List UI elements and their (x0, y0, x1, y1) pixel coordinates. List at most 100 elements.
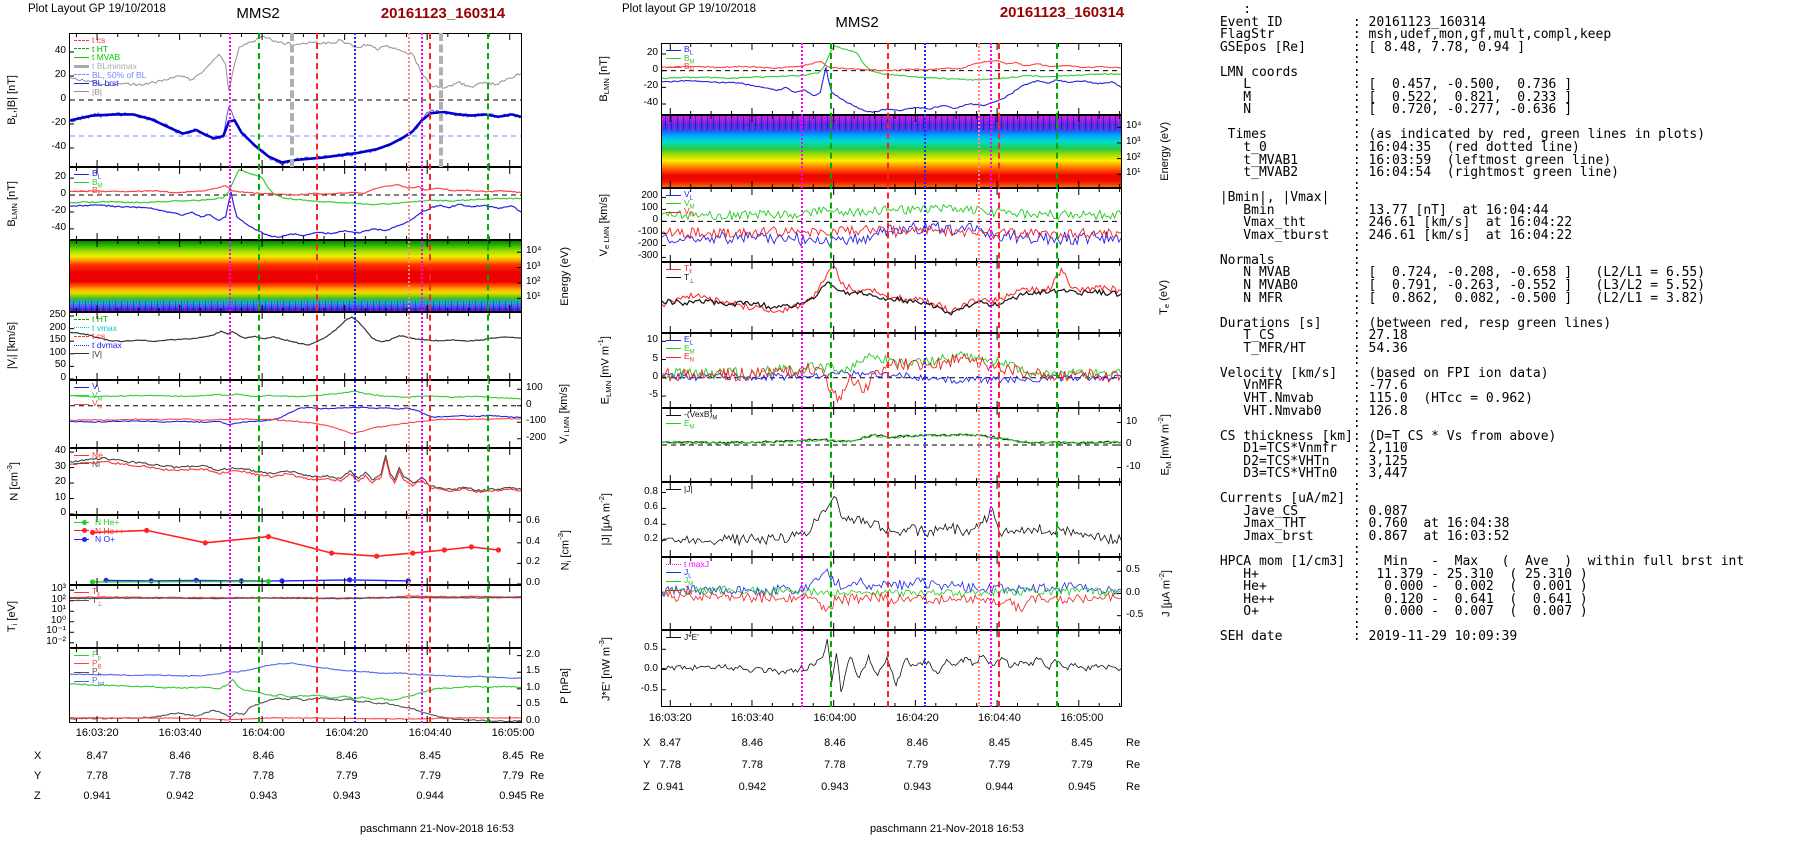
panel-canvas-j-lmn (662, 558, 1121, 629)
middle-credit: paschmann 21-Nov-2018 16:53 (869, 823, 1025, 835)
legend-label: EM (684, 417, 695, 431)
series-line (70, 110, 521, 164)
ephemeris-value: 7.78 (824, 759, 846, 771)
ephemeris-value: 8.46 (336, 750, 358, 762)
axis-tick-label: -5 (649, 389, 658, 401)
right-axis-title: P [nPa] (556, 648, 573, 723)
axis-tick-label: 0 (652, 370, 658, 382)
time-tick-label: 16:03:40 (730, 712, 774, 724)
legend-item: EL (666, 334, 695, 347)
legend-label: t vmax (92, 322, 118, 333)
legend-item: VN (666, 206, 695, 219)
panel-canvas-b-lmn (70, 168, 521, 239)
time-tick-label: 16:04:40 (408, 727, 452, 739)
panel-legend: T‖ T⊥ (74, 586, 102, 607)
series-line (662, 265, 1121, 314)
plot-panel-e-spect (661, 115, 1122, 188)
axis-tick-label: -0.5 (640, 682, 658, 694)
panel-legend: t cs t HT t MVAB t BLminmax BL, 50% of BL BL … (74, 35, 146, 97)
axis-tick-label: 0.5 (526, 698, 540, 710)
panel-canvas-bl-bmag (70, 34, 521, 166)
legend-line-sample (74, 403, 89, 405)
legend-item: JM (666, 575, 709, 588)
y-axis-title: Ve LMN [km/s] (596, 188, 613, 262)
plot-panel-vexb (661, 408, 1122, 482)
plot-panel-bl-bmag (69, 33, 522, 167)
legend-item: EN (666, 351, 695, 364)
axis-tick-label: -10 (1126, 460, 1141, 472)
legend-item: N O+ (74, 534, 124, 544)
legend-item: BM (666, 53, 695, 65)
axis-tick-label: 0 (652, 63, 658, 75)
legend-item: t cs (74, 35, 146, 45)
legend-label: JN (684, 583, 693, 597)
right-axis-title-text: Te (eV) (1157, 280, 1172, 315)
axis-tick-label: -200 (637, 238, 658, 250)
ephemeris-value: 8.45 (502, 750, 524, 762)
plot-panel-te (661, 262, 1122, 333)
axis-tick-label: 250 (49, 309, 66, 321)
legend-item: VM (74, 390, 103, 402)
ephemeris-unit: Re (1126, 781, 1141, 793)
legend-line-sample (666, 49, 681, 51)
right-axis-title-text: Vi LMN [km/s] (557, 384, 572, 444)
time-tick-label: 16:04:20 (325, 727, 369, 739)
legend-item: PB (74, 658, 104, 670)
axis-tick-label: 0.0 (526, 577, 540, 588)
spectrogram-noise (70, 301, 521, 311)
event-info-panel: : Event ID : 20161123_160314 FlagStr : m… (1219, 2, 1745, 645)
legend-item: BN (74, 185, 103, 198)
legend-label: |B| (92, 86, 103, 97)
axis-tick-label: -100 (526, 415, 547, 427)
legend-line-sample (74, 182, 89, 184)
panel-canvas-te (662, 263, 1121, 332)
ephemeris-value: 8.46 (906, 737, 929, 749)
legend-line-sample (74, 56, 89, 58)
legend-marker (82, 536, 87, 542)
series-line (70, 716, 521, 721)
legend-item: EM (666, 417, 717, 431)
legend-item: Pp (74, 648, 104, 662)
legend-line-sample (74, 39, 89, 41)
panel-canvas-e-spect (669, 116, 1121, 187)
legend-label: VM (684, 197, 695, 211)
axis-tick-label: 40 (54, 445, 66, 457)
legend-label: Ptot (92, 674, 105, 688)
legend-line-sample (74, 74, 89, 76)
legend-item: |V| (74, 349, 122, 359)
plot-panel-ion-spect (69, 240, 522, 312)
ephemeris-row-label: Z (34, 790, 41, 802)
axis-tick-label: -40 (51, 221, 66, 233)
series-line (70, 678, 521, 701)
legend-line-sample (74, 654, 89, 656)
legend-label: t HT (92, 314, 109, 325)
ephemeris-value: 0.945 (1068, 781, 1096, 793)
ephemeris-unit: Re (530, 790, 545, 802)
axis-tick-label: 0.6 (526, 515, 540, 527)
legend-label: -(VexB)M (684, 408, 718, 422)
y-axis-title-text: Ti [eV] (5, 600, 20, 633)
ephemeris-row-label: X (643, 737, 651, 749)
legend-label: t MVAB (92, 52, 121, 63)
legend-line-sample (74, 463, 89, 465)
left-layout-label: Plot Layout GP 19/10/2018 (28, 3, 166, 15)
axis-tick-label: 100 (641, 202, 658, 214)
legend-label: Pp (92, 648, 101, 662)
y-axis-title-text: J*E' [nW m-3] (596, 636, 613, 701)
right-axis-title: Ni [cm-3] (556, 515, 573, 585)
axis-tick-label: 0.5 (644, 642, 658, 654)
panel-legend: Pp PB Ph Ptot (74, 648, 105, 688)
legend-line-sample (74, 395, 89, 397)
plot-panel-jmag (661, 482, 1122, 557)
axis-tick-label: 20 (646, 47, 658, 58)
axis-tick-label: 10⁻¹ (46, 625, 66, 637)
plot-panel-e-lmn (661, 333, 1122, 408)
axis-tick-label: 0 (60, 507, 66, 518)
legend-line-sample (74, 48, 89, 50)
ephemeris-unit: Re (1126, 737, 1141, 749)
spectrogram-noise (662, 116, 1121, 131)
legend-line-sample (666, 636, 681, 638)
axis-tick-label: 0.5 (1126, 564, 1140, 576)
axis-tick-label: 100 (526, 382, 543, 394)
